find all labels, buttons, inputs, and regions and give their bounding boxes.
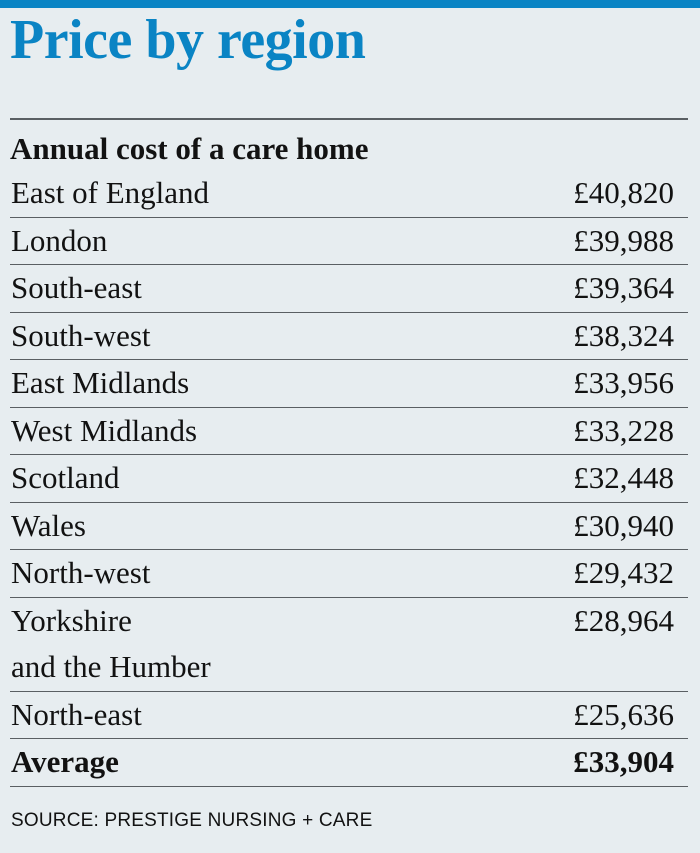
region-label: North-east <box>11 696 142 732</box>
cost-table: Annual cost of a care home East of Engla… <box>10 118 688 787</box>
region-label: East of England <box>11 175 210 210</box>
cost-value: £39,364 <box>573 270 674 305</box>
source-note: SOURCE: PRESTIGE NURSING + CARE <box>11 810 373 831</box>
region-label: Yorkshire and the Humber <box>11 602 211 685</box>
accent-bar <box>0 0 700 8</box>
cost-value: £40,820 <box>573 175 674 210</box>
table-row: North-west £29,432 <box>10 550 688 598</box>
page-title: Price by region <box>10 9 366 71</box>
table-heading: Annual cost of a care home <box>10 131 369 166</box>
region-label: East Midlands <box>11 365 190 400</box>
cost-value: £30,940 <box>573 507 674 543</box>
cost-value: £32,448 <box>573 460 674 495</box>
region-label: South-east <box>11 270 142 305</box>
average-value: £33,904 <box>573 744 674 779</box>
table-row: East Midlands £33,956 <box>10 360 688 408</box>
cost-value: £38,324 <box>573 317 674 353</box>
table-row: South-east £39,364 <box>10 265 688 313</box>
table-row: Wales £30,940 <box>10 503 688 550</box>
table-row: East of England £40,820 <box>10 170 688 218</box>
cost-value: £25,636 <box>573 696 674 732</box>
cost-value: £28,964 <box>573 602 674 638</box>
region-label: South-west <box>11 317 151 353</box>
average-label: Average <box>11 744 119 779</box>
table-row: London £39,988 <box>10 218 688 265</box>
table-row: Yorkshire and the Humber £28,964 <box>10 598 688 692</box>
table-row: South-west £38,324 <box>10 313 688 360</box>
region-label: Wales <box>11 507 86 543</box>
region-label: Scotland <box>11 460 120 495</box>
region-label: North-west <box>11 555 151 590</box>
table-row: Scotland £32,448 <box>10 455 688 503</box>
region-label: London <box>11 222 108 258</box>
cost-value: £39,988 <box>573 222 674 258</box>
cost-value: £33,956 <box>573 365 674 400</box>
cost-value: £29,432 <box>573 555 674 590</box>
table-row: North-east £25,636 <box>10 692 688 739</box>
cost-value: £33,228 <box>573 412 674 448</box>
average-row: Average £33,904 <box>10 739 688 787</box>
region-label: West Midlands <box>11 412 198 448</box>
table-row: West Midlands £33,228 <box>10 408 688 455</box>
